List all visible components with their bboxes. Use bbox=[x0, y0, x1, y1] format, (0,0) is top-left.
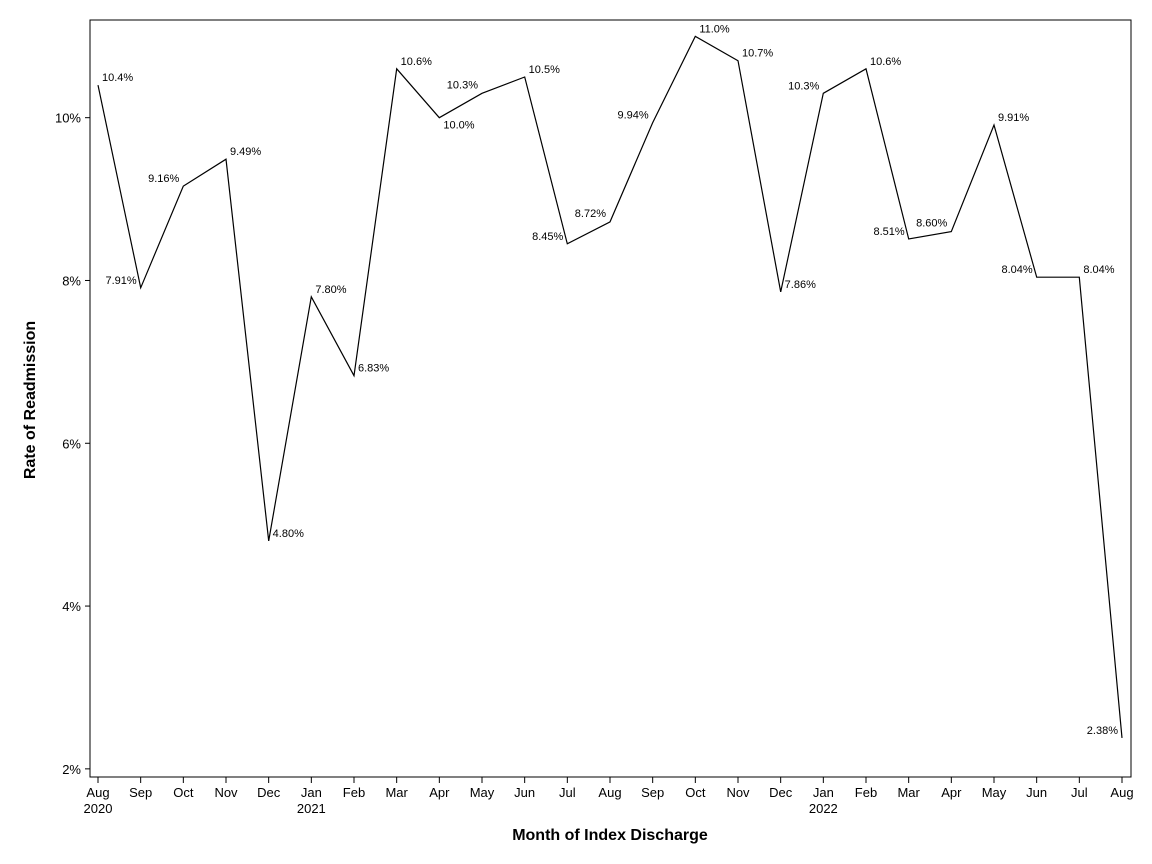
x-tick-label: Sep bbox=[641, 785, 664, 800]
x-year-label: 2020 bbox=[84, 801, 113, 816]
x-year-label: 2022 bbox=[809, 801, 838, 816]
x-tick-label: Jul bbox=[1071, 785, 1088, 800]
y-tick-label: 6% bbox=[62, 436, 81, 451]
data-label: 7.80% bbox=[315, 284, 346, 296]
data-label: 10.0% bbox=[443, 120, 474, 132]
x-tick-label: Dec bbox=[769, 785, 793, 800]
x-tick-label: Nov bbox=[726, 785, 750, 800]
y-tick-label: 8% bbox=[62, 273, 81, 288]
y-tick-label: 4% bbox=[62, 599, 81, 614]
data-label: 9.16% bbox=[148, 173, 179, 185]
x-tick-label: Aug bbox=[86, 785, 109, 800]
x-tick-label: Nov bbox=[214, 785, 238, 800]
x-tick-label: Dec bbox=[257, 785, 281, 800]
data-labels: 10.4% 7.91% 9.16% 9.49% 4.80% 7.80% 6.83% 10.6%… bbox=[102, 23, 1118, 737]
data-label: 10.6% bbox=[870, 56, 901, 68]
x-tick-label: Jun bbox=[514, 785, 535, 800]
data-label: 11.0% bbox=[699, 23, 730, 35]
data-label: 10.5% bbox=[529, 64, 560, 76]
data-label: 7.91% bbox=[105, 275, 136, 287]
x-tick-label: Jan bbox=[301, 785, 322, 800]
data-label: 4.80% bbox=[273, 528, 304, 540]
x-tick-label: Jul bbox=[559, 785, 576, 800]
x-axis-title: Month of Index Discharge bbox=[512, 827, 708, 844]
x-tick-label: Jan bbox=[813, 785, 834, 800]
data-label: 8.72% bbox=[575, 208, 606, 220]
x-tick-label: Feb bbox=[855, 785, 877, 800]
data-label: 9.49% bbox=[230, 146, 261, 158]
data-label: 10.3% bbox=[447, 79, 478, 91]
data-label: 9.91% bbox=[998, 112, 1029, 124]
x-tick-label: May bbox=[982, 785, 1007, 800]
x-tick-label: Feb bbox=[343, 785, 365, 800]
data-label: 2.38% bbox=[1087, 725, 1118, 737]
x-year-label: 2021 bbox=[297, 801, 326, 816]
x-tick-label: Sep bbox=[129, 785, 152, 800]
data-label: 9.94% bbox=[617, 110, 648, 122]
data-label: 6.83% bbox=[358, 363, 389, 375]
data-label: 7.86% bbox=[785, 279, 816, 291]
y-axis: 2% 4% 6% 8% 10% bbox=[55, 111, 90, 777]
data-label: 10.3% bbox=[788, 80, 819, 92]
x-tick-label: Jun bbox=[1026, 785, 1047, 800]
data-label: 8.51% bbox=[873, 226, 904, 238]
series-line bbox=[97, 35, 1123, 738]
data-label: 8.04% bbox=[1001, 264, 1032, 276]
y-tick-label: 2% bbox=[62, 762, 81, 777]
x-tick-label: Apr bbox=[429, 785, 450, 800]
y-axis-title: Rate of Readmission bbox=[22, 321, 39, 479]
data-label: 8.45% bbox=[532, 231, 563, 243]
x-tick-label: Apr bbox=[941, 785, 962, 800]
x-tick-label: Mar bbox=[897, 785, 920, 800]
data-label: 10.4% bbox=[102, 72, 133, 84]
x-tick-label: Aug bbox=[598, 785, 621, 800]
y-tick-label: 10% bbox=[55, 111, 81, 126]
x-tick-label: Mar bbox=[385, 785, 408, 800]
x-tick-label: Oct bbox=[685, 785, 706, 800]
data-label: 10.6% bbox=[401, 56, 432, 68]
data-label: 10.7% bbox=[742, 48, 773, 60]
data-label: 8.04% bbox=[1083, 264, 1114, 276]
data-label: 8.60% bbox=[916, 218, 947, 230]
x-tick-label: May bbox=[470, 785, 495, 800]
plot-frame bbox=[89, 19, 1132, 778]
x-tick-label: Oct bbox=[173, 785, 194, 800]
x-tick-label: Aug bbox=[1110, 785, 1133, 800]
